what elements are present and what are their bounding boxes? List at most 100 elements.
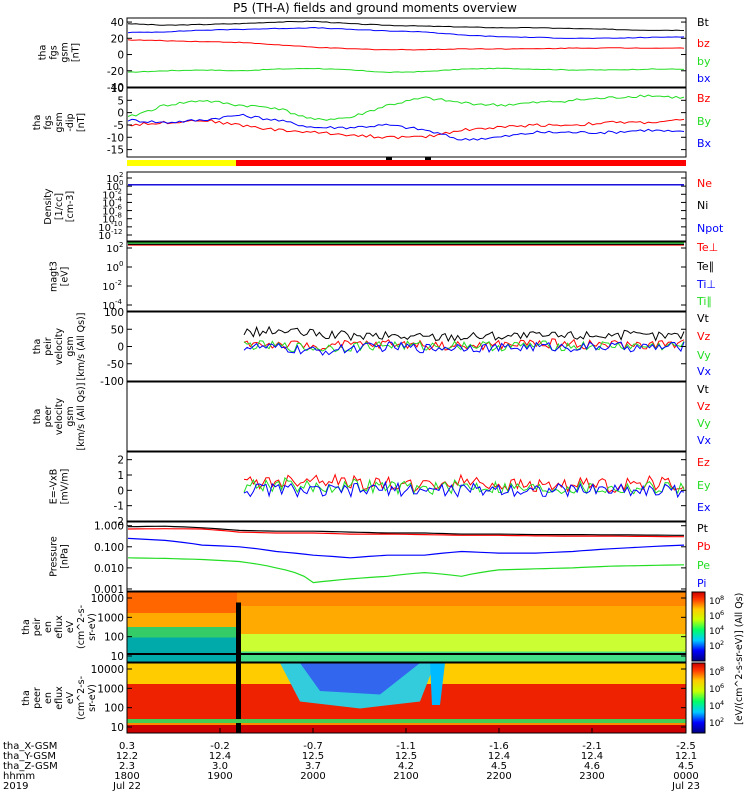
legend-bz: bz <box>697 37 710 50</box>
y-axis-label-line: tha <box>38 45 49 61</box>
y-axis-label: tha peir en eflux eV (cm^2-s-sr-eV) <box>21 605 98 649</box>
legend-Pe: Pe <box>697 559 710 572</box>
spectrogram-depletion <box>430 663 445 705</box>
legend-Te⊥: Te⊥ <box>696 241 718 254</box>
y-axis-label-line: gsm <box>54 112 65 132</box>
colorbar-tick-label-exp: 6 <box>720 682 724 690</box>
x-tick-label: 4.5 <box>491 761 507 772</box>
panel-frame-outline <box>126 87 687 158</box>
series-line-Bz <box>127 118 685 140</box>
y-tick-label: 0.001 <box>94 584 124 596</box>
x-date-label: Jul 22 <box>112 781 141 792</box>
y-tick-label: 1.000 <box>94 521 124 533</box>
x-tick-label: 4.6 <box>584 761 600 772</box>
y-tick-label: 1000 <box>97 612 124 624</box>
y-tick-label: 10 <box>106 263 119 274</box>
colorbar-tick-label-exp: 2 <box>720 716 724 724</box>
y-axis-label-line: [nT] <box>76 113 87 132</box>
series-line-by <box>127 67 685 74</box>
y-tick-label: 0 <box>117 50 124 62</box>
y-axis-label-line: fgs <box>43 115 54 129</box>
spectrogram-band <box>127 592 237 613</box>
y-axis-label-line: gsm <box>65 336 76 356</box>
series-line-Bx <box>127 113 685 141</box>
legend-Ti∥: Ti∥ <box>696 295 712 308</box>
x-tick-label: -2.1 <box>582 741 602 752</box>
y-axis-label-line: sr-eV) <box>87 613 98 641</box>
spectrogram-band <box>127 592 686 606</box>
y-axis-label-line: peir <box>32 618 43 637</box>
y-tick-label: 2 <box>117 455 124 467</box>
y-axis-label-line: [km/s (All Qs)] <box>76 313 87 381</box>
y-tick-label-exp: 0 <box>119 179 123 187</box>
y-axis-label-line: velocity <box>54 398 65 436</box>
y-tick-label: 10 <box>102 215 115 226</box>
y-tick-label: 10 <box>102 198 115 209</box>
spectrogram <box>127 663 686 733</box>
y-tick-label: -100 <box>100 376 124 388</box>
y-tick-label: 100 <box>104 703 124 715</box>
y-tick-label: 10 <box>102 207 115 218</box>
y-axis-label-line: [cm-3] <box>65 191 76 222</box>
y-axis-label: Density [1/cc] [cm-3] <box>43 188 76 224</box>
y-tick-label: 10000 <box>91 593 124 605</box>
panel-frame-outline <box>126 451 687 522</box>
x-tick-label: -1.1 <box>396 741 416 752</box>
x-tick-label: 4.2 <box>398 761 414 772</box>
colorbar-tick-label: 10 <box>709 627 721 637</box>
y-axis-label-line: [1/cc] <box>54 193 65 220</box>
x-row-label: 2019 <box>3 781 28 792</box>
panel-frame <box>126 521 687 592</box>
y-tick-label: 100 <box>104 307 124 319</box>
series-line-Ey <box>243 476 685 496</box>
colorbar-label: [eV/(cm^2-s-sr-eV)] (All Qs) <box>734 593 745 725</box>
colorbar-tick-label: 10 <box>709 702 721 712</box>
y-tick-label: -2 <box>114 516 124 528</box>
y-tick-label: -50 <box>107 359 124 371</box>
colorbar-tick-label: 10 <box>709 668 721 678</box>
y-tick-label: -10 <box>107 132 124 144</box>
y-axis-label-line: velocity <box>54 328 65 366</box>
panel-frame-outline <box>126 591 687 663</box>
y-axis-label: Pressure [nPa] <box>49 536 71 577</box>
series-line-bz <box>127 39 685 51</box>
y-tick-label: 10 <box>98 231 111 242</box>
panel-frame-outline <box>126 521 687 592</box>
series-line-Ez <box>243 473 685 494</box>
colorbar-electrons <box>691 662 706 734</box>
y-tick-label: -40 <box>107 82 124 94</box>
colorbar-tick-label-exp: 4 <box>720 624 724 632</box>
y-tick-label: -20 <box>107 66 124 78</box>
x-tick-label: 3.7 <box>305 761 321 772</box>
series-line-Pt <box>127 525 684 536</box>
legend-Vx: Vx <box>697 434 712 447</box>
y-tick-label: -5 <box>114 120 124 132</box>
y-tick-label-exp: -2 <box>115 279 122 287</box>
x-tick-label: 12.1 <box>675 751 697 762</box>
y-tick-label: 0 <box>117 485 124 497</box>
y-axis-label-line: gsm <box>60 42 71 62</box>
legend-Vy: Vy <box>697 417 711 430</box>
y-axis-label-line: tha <box>32 339 43 355</box>
spectrogram-band <box>127 634 686 652</box>
legend-Pb: Pb <box>697 540 711 553</box>
x-tick-label: 2200 <box>486 771 511 782</box>
y-axis-label-line: eV <box>65 691 76 704</box>
y-axis-label-line: -dip <box>65 113 76 131</box>
x-tick-label: -2.5 <box>676 741 696 752</box>
y-tick-label: 10 <box>111 83 124 95</box>
y-tick-label-exp: -4 <box>115 195 123 203</box>
y-tick-label: 0 <box>117 342 124 354</box>
y-axis-label: tha peir velocity gsm [km/s (All Qs)] <box>32 313 87 381</box>
x-row-label: tha_X-GSM <box>3 741 57 752</box>
y-tick-label: 1 <box>117 470 124 482</box>
y-tick-label: 10 <box>106 174 119 185</box>
spectrogram <box>127 592 686 662</box>
panel-frame <box>126 17 687 88</box>
y-tick-label: 10 <box>106 182 119 193</box>
mode-bar-marker <box>425 157 431 160</box>
y-axis-label-line: (cm^2-s- <box>76 605 87 649</box>
y-axis-label-line: [nT] <box>71 43 82 62</box>
y-tick-label: 0.010 <box>94 563 124 575</box>
series-line-Pb <box>127 528 684 538</box>
